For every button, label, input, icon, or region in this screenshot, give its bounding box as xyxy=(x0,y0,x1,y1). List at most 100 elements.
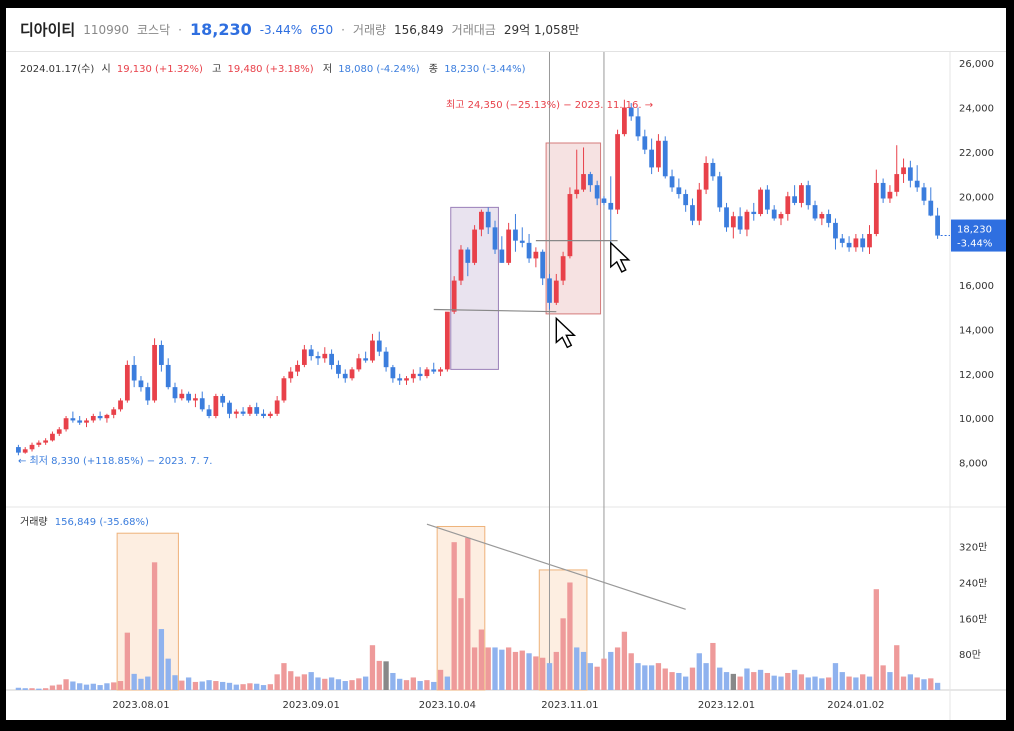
volume-bar xyxy=(124,632,131,690)
volume-bar xyxy=(505,647,512,690)
candle-body xyxy=(479,211,484,230)
candle-body xyxy=(342,373,348,379)
candle-body xyxy=(676,187,682,195)
candle-body xyxy=(513,229,518,241)
volume-bar xyxy=(812,676,818,690)
volume-bar xyxy=(158,629,165,690)
candle-body xyxy=(193,398,198,401)
volume-bar xyxy=(648,665,655,690)
market-label: 코스닥 xyxy=(137,23,171,37)
candle-body xyxy=(254,407,260,414)
volume-bar xyxy=(478,629,485,690)
candle-body xyxy=(839,238,845,243)
volume-bar xyxy=(376,660,382,690)
candle-body xyxy=(717,176,723,208)
volume-bar xyxy=(846,676,852,690)
volume-bar xyxy=(390,672,396,690)
candle-body xyxy=(608,202,614,210)
candle-body xyxy=(730,216,736,228)
candle-body xyxy=(587,174,593,186)
candle-body xyxy=(778,214,784,219)
candle-body xyxy=(438,369,443,372)
volume-value: 156,849 xyxy=(394,22,444,37)
candle-body xyxy=(363,358,369,361)
low-value: 18,080 (-4.24%) xyxy=(338,64,419,75)
candle-body xyxy=(751,211,757,215)
candle-body xyxy=(165,364,171,388)
candle-body xyxy=(846,242,852,248)
candle-body xyxy=(383,351,389,368)
volume-bar xyxy=(356,678,362,690)
candle-body xyxy=(145,387,151,401)
candle-body xyxy=(601,198,607,203)
price-tick-label: 26,000 xyxy=(959,59,994,70)
volume-bar xyxy=(424,680,430,690)
volume-bar xyxy=(444,676,451,690)
candle-body xyxy=(921,187,927,201)
x-tick-label: 2024.01.02 xyxy=(827,700,884,711)
amount-label: 거래대금 xyxy=(451,23,496,37)
volume-bar xyxy=(764,672,771,690)
volume-bar xyxy=(471,647,478,690)
candle-body xyxy=(329,353,334,365)
candlestick-chart[interactable]: 26,00024,00022,00020,00018,00016,00014,0… xyxy=(6,52,1006,720)
volume-bar xyxy=(907,674,914,690)
candle-body xyxy=(492,227,498,250)
stock-name[interactable]: 디아이티 xyxy=(20,21,76,39)
candle-body xyxy=(628,107,634,117)
volume-bar xyxy=(172,675,178,690)
volume-bar xyxy=(628,653,634,690)
candle-body xyxy=(799,185,804,203)
volume-bar xyxy=(192,681,199,690)
candle-body xyxy=(867,234,872,248)
candle-body xyxy=(458,249,464,281)
volume-bar xyxy=(608,651,614,690)
volume-bar xyxy=(744,668,750,690)
high-value: 19,480 (+3.18%) xyxy=(228,64,314,75)
candle-body xyxy=(431,369,437,372)
high-label: 고 xyxy=(212,64,221,75)
candle-body xyxy=(50,433,55,441)
volume-bar xyxy=(751,672,757,690)
candle-body xyxy=(172,387,178,399)
volume-bar xyxy=(621,631,628,690)
price-tick-label: 12,000 xyxy=(959,370,994,381)
ohlc-date: 2024.01.17(수) xyxy=(20,63,94,75)
candle-body xyxy=(22,449,28,453)
volume-bar xyxy=(546,663,553,690)
candle-body xyxy=(819,214,825,219)
volume-bar xyxy=(308,672,314,690)
candle-body xyxy=(853,238,859,248)
min-price-label: ← 최저 8,330 (+118.85%) − 2023. 7. 7. xyxy=(18,455,212,467)
overlay-lines xyxy=(426,235,950,610)
candle-body xyxy=(315,356,321,359)
stock-header: 디아이티 110990 코스닥 · 18,230 -3.44% 650 · 거래… xyxy=(6,8,1006,52)
candle-body xyxy=(662,140,668,177)
candle-body xyxy=(138,380,144,388)
volume-bar xyxy=(77,683,83,690)
volume-bar xyxy=(492,647,498,690)
volume-bar xyxy=(553,651,559,690)
volume-bar xyxy=(798,674,805,690)
current-price-badge-pct: -3.44% xyxy=(957,239,992,250)
candle-body xyxy=(124,364,130,401)
overlay-boxes xyxy=(116,52,605,691)
current-price-badge xyxy=(951,219,1006,252)
candle-body xyxy=(710,162,716,177)
volume-bar xyxy=(451,542,457,690)
volume-bar xyxy=(383,661,389,690)
candle-body xyxy=(56,429,62,434)
open-label: 시 xyxy=(101,63,110,75)
volume-bar xyxy=(42,688,49,690)
candle-body xyxy=(669,176,675,188)
volume-bar xyxy=(785,672,791,690)
volume-bar xyxy=(328,677,335,690)
volume-bar xyxy=(220,681,226,690)
volume-bar xyxy=(90,683,96,690)
volume-bar xyxy=(274,674,280,690)
volume-tick-label: 80만 xyxy=(959,649,981,661)
candle-body xyxy=(70,418,76,421)
volume-bar xyxy=(111,682,117,690)
volume-bar xyxy=(206,680,212,690)
volume-bar xyxy=(267,684,273,690)
